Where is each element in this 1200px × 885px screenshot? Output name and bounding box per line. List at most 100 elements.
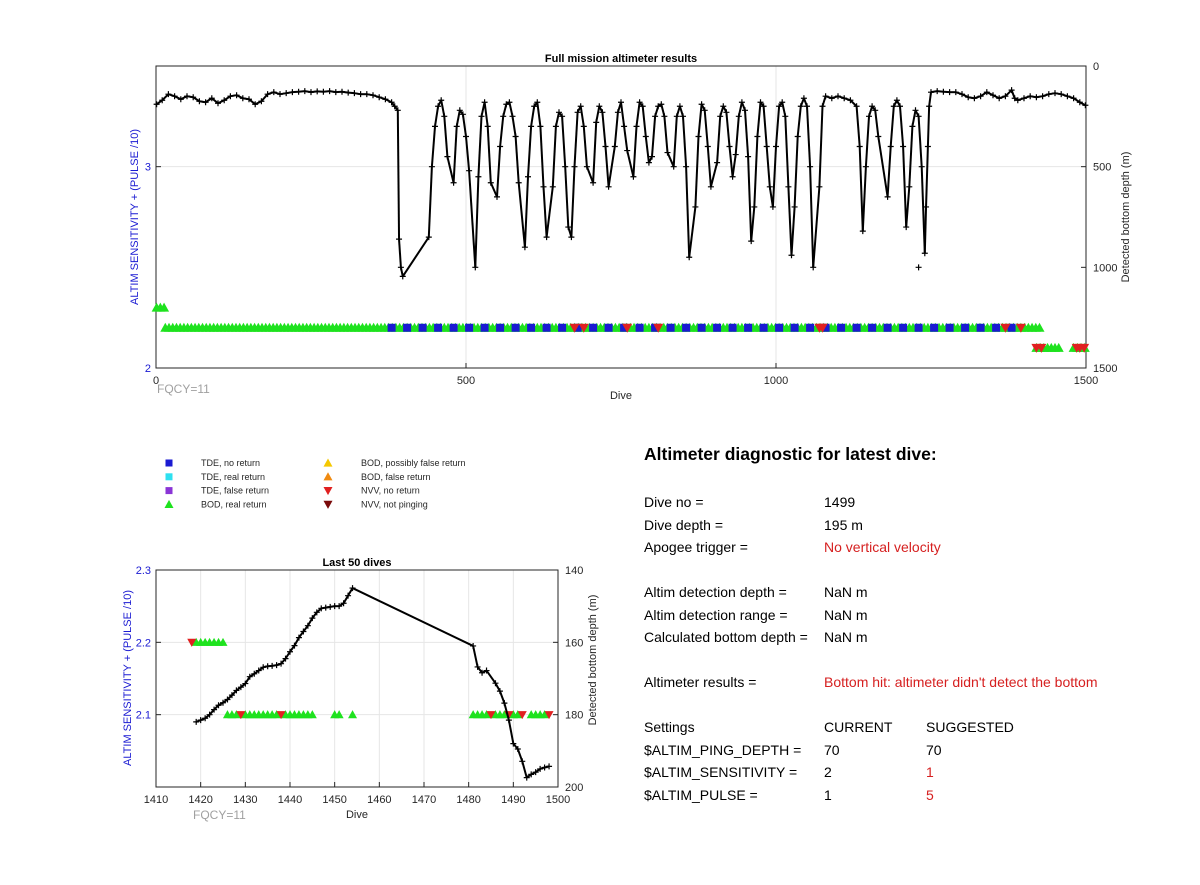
bottom-depth-point: [990, 92, 996, 99]
bod-marker: [348, 710, 358, 719]
settings-header-label: Settings: [644, 718, 695, 735]
tde-marker: [651, 323, 660, 332]
bottom-depth-segment: [902, 146, 908, 228]
bottom-depth-point: [314, 88, 321, 95]
bottom-depth-point: [642, 133, 649, 140]
bottom-depth-segment: [651, 116, 657, 157]
bottom-depth-point: [633, 123, 640, 130]
bottom-depth-segment: [725, 112, 731, 147]
bottom-depth-point: [590, 179, 597, 186]
bottom-depth-point: [441, 113, 448, 120]
bottom-depth-point: [308, 89, 314, 96]
tde-marker: [573, 323, 582, 332]
diag-label: Calculated bottom depth =: [644, 629, 808, 646]
bottom-depth-point: [574, 109, 581, 116]
tde-marker: [589, 323, 598, 332]
full-mission-ylabel-right: Detected bottom depth (m): [1120, 152, 1132, 283]
bottom-depth-segment: [293, 637, 300, 647]
bottom-depth-segment: [192, 96, 200, 103]
bottom-depth-segment: [503, 702, 510, 721]
nvv-marker: [486, 711, 496, 720]
bottom-depth-point: [872, 107, 879, 114]
diag-row-detection-range: Altim detection range = NaN m: [644, 604, 1184, 627]
bottom-depth-point: [278, 660, 285, 667]
bod-marker: [272, 710, 282, 719]
bottom-depth-segment: [570, 166, 576, 238]
bottom-depth-point: [484, 123, 491, 130]
tde-marker: [806, 323, 815, 332]
legend-label: TDE, false return: [201, 486, 269, 496]
setting-suggested-warning: 5: [926, 786, 934, 803]
bottom-depth-segment: [434, 106, 440, 127]
bottom-depth-point: [519, 758, 526, 765]
bottom-depth-segment: [316, 607, 322, 614]
bottom-depth-segment: [483, 102, 489, 127]
bottom-depth-point: [340, 600, 347, 607]
bottom-depth-point: [510, 740, 517, 747]
bottom-depth-point: [506, 99, 513, 106]
bottom-depth-point: [349, 585, 356, 592]
bottom-depth-segment: [307, 617, 314, 627]
bottom-depth-segment: [682, 116, 688, 167]
bottom-depth-point: [649, 153, 655, 160]
bottom-depth-point: [630, 173, 637, 180]
bottom-depth-point: [282, 655, 289, 662]
bottom-depth-segment: [427, 166, 433, 238]
nvv-marker: [1079, 343, 1090, 353]
bottom-depth-segment: [211, 97, 219, 105]
y-right-tick-label: 0: [1093, 61, 1099, 73]
tde-marker: [558, 323, 567, 332]
bottom-depth-segment: [161, 93, 170, 101]
bottom-depth-point: [1052, 90, 1058, 97]
x-tick-label: 1420: [188, 794, 212, 806]
bottom-depth-segment: [765, 146, 771, 187]
x-tick-label: 1460: [367, 794, 391, 806]
bottom-depth-point: [478, 113, 485, 120]
bottom-depth-segment: [472, 645, 479, 668]
bottom-depth-point: [673, 113, 680, 120]
bottom-depth-point: [215, 702, 222, 709]
bod-marker: [499, 710, 509, 719]
bottom-depth-segment: [443, 116, 449, 157]
diag-label: Dive no =: [644, 494, 704, 510]
bottom-depth-segment: [244, 676, 251, 685]
setting-name: $ALTIM_PING_DEPTH =: [644, 741, 802, 758]
bottom-depth-point: [320, 88, 327, 95]
bottom-depth-point: [260, 664, 267, 671]
bottom-depth-point: [556, 109, 562, 116]
bottom-depth-point: [645, 159, 652, 166]
bottom-depth-segment: [666, 152, 675, 168]
legend-label: NVV, no return: [361, 486, 420, 496]
bottom-depth-point: [934, 88, 941, 95]
x-tick-label: 1500: [546, 794, 570, 806]
bottom-depth-point: [470, 642, 477, 649]
bottom-depth-point: [339, 88, 345, 95]
bottom-depth-point: [237, 684, 244, 691]
setting-current: 2: [824, 764, 832, 781]
bottom-depth-segment: [205, 97, 213, 104]
bottom-depth-point: [720, 103, 727, 110]
bottom-depth-point: [751, 203, 758, 210]
bottom-depth-point: [797, 103, 804, 110]
bottom-depth-point: [717, 113, 724, 120]
bottom-depth-segment: [248, 98, 256, 106]
legend-label: BOD, false return: [361, 472, 431, 482]
bod-marker: [513, 710, 523, 719]
bottom-depth-point: [363, 91, 370, 98]
bottom-depth-segment: [790, 206, 796, 256]
bottom-depth-point: [636, 99, 643, 106]
bottom-depth-point: [190, 94, 197, 101]
tde-marker: [976, 323, 985, 332]
bottom-depth-point: [890, 103, 897, 110]
bottom-depth-segment: [352, 587, 474, 647]
x-tick-label: 1490: [501, 794, 525, 806]
bottom-depth-segment: [905, 186, 911, 228]
bottom-depth-point: [326, 88, 333, 95]
x-tick-label: 1500: [1074, 375, 1098, 387]
bottom-depth-point: [602, 143, 609, 150]
bottom-depth-segment: [849, 99, 858, 107]
bottom-depth-segment: [734, 116, 740, 155]
bottom-depth-segment: [298, 630, 305, 639]
bottom-depth-segment: [663, 116, 669, 153]
bottom-depth-point: [794, 133, 801, 140]
